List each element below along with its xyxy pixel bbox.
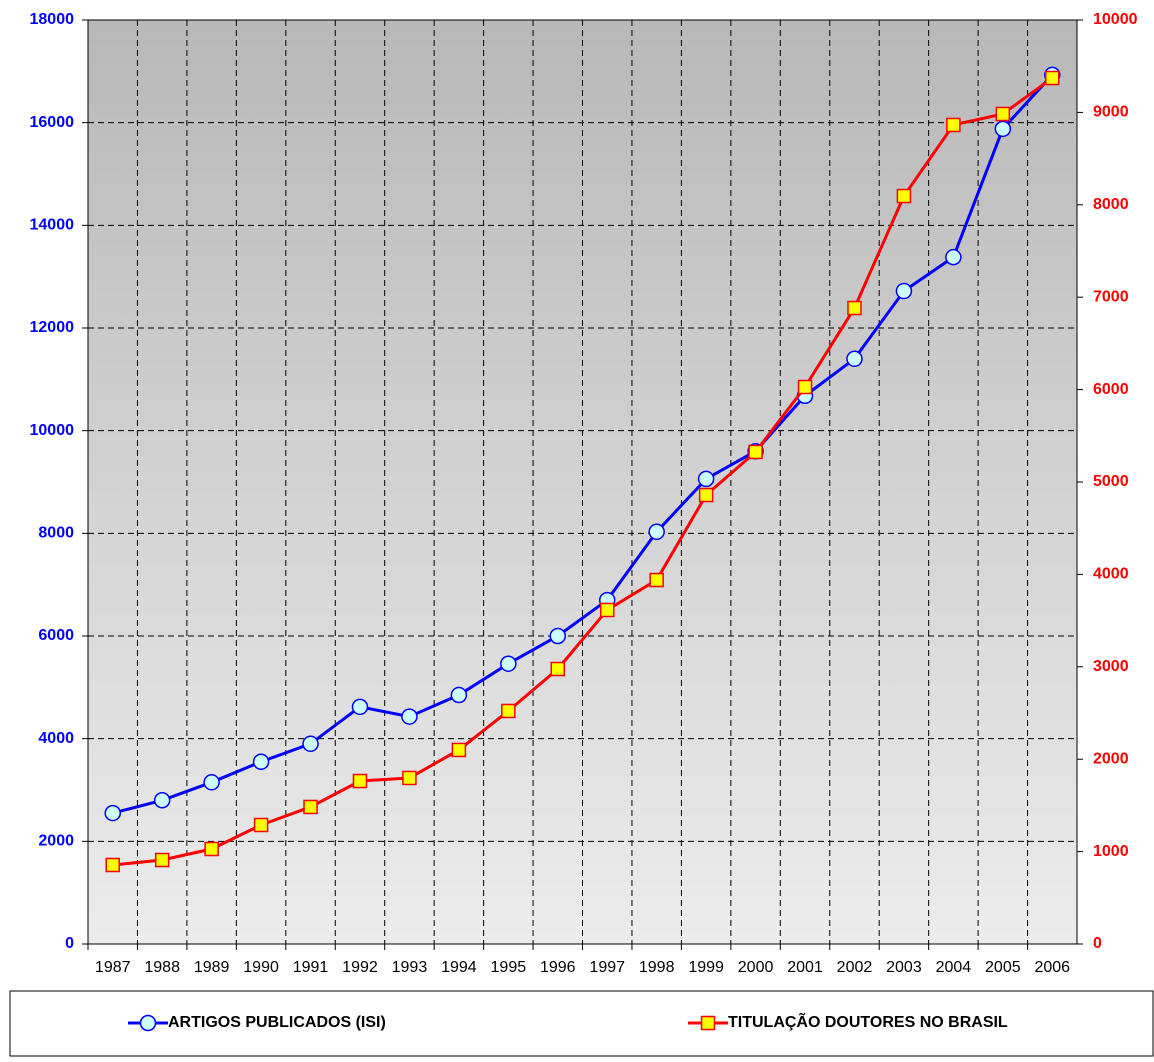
point: [253, 817, 269, 833]
point: [748, 444, 763, 460]
y2-tick-label: 6000: [1093, 381, 1129, 398]
x-tick-label: 1994: [441, 959, 477, 976]
legend-box: [9, 990, 1154, 1057]
point: [204, 841, 219, 857]
point: [1045, 70, 1060, 86]
x-tick-label: 2006: [1034, 959, 1070, 976]
point: [945, 248, 962, 266]
x-tick-label: 1995: [491, 959, 527, 976]
y2-tick-label: 8000: [1093, 196, 1129, 213]
y2-tick-label: 4000: [1093, 566, 1129, 583]
point: [550, 661, 566, 677]
y-tick-label: 12000: [30, 319, 75, 336]
point: [797, 379, 813, 395]
point: [549, 627, 567, 645]
x-tick-label: 1992: [342, 959, 378, 976]
point: [351, 698, 369, 716]
y2-tick-label: 3000: [1093, 658, 1129, 675]
x-tick-label: 1998: [639, 959, 675, 976]
x-tick-label: 2003: [886, 959, 922, 976]
point: [698, 487, 714, 503]
point: [599, 602, 615, 618]
point: [649, 572, 664, 588]
x-tick-label: 2002: [837, 959, 873, 976]
point: [846, 350, 863, 368]
point: [450, 686, 468, 704]
point: [451, 742, 467, 758]
y-tick-label: 2000: [38, 833, 74, 850]
point: [946, 117, 961, 133]
point: [501, 703, 516, 719]
point: [252, 753, 270, 771]
y-tick-label: 8000: [38, 525, 74, 542]
point: [895, 282, 913, 300]
y2-tick-label: 2000: [1093, 750, 1129, 767]
x-tick-label: 1997: [589, 959, 625, 976]
point: [648, 523, 665, 541]
x-tick-label: 2000: [738, 959, 774, 976]
y2-tick-label: 7000: [1093, 288, 1129, 305]
series-line: [112, 76, 1054, 867]
point: [302, 735, 319, 753]
point: [994, 120, 1012, 138]
y2-tick-label: 5000: [1093, 473, 1129, 490]
y-tick-label: 4000: [38, 730, 74, 747]
point: [500, 655, 517, 672]
x-tick-label: 1991: [293, 959, 329, 976]
y-tick-label: 14000: [30, 217, 75, 234]
point: [303, 799, 318, 815]
x-tick-label: 1990: [243, 959, 279, 976]
point: [697, 470, 715, 488]
point: [153, 792, 171, 809]
point: [203, 774, 220, 791]
legend-label: TITULAÇÃO DOUTORES NO BRASIL: [728, 1011, 1008, 1031]
point: [896, 188, 912, 204]
point: [995, 106, 1011, 122]
x-tick-label: 1988: [144, 959, 180, 976]
legend-label: ARTIGOS PUBLICADOS (ISI): [168, 1014, 386, 1031]
y-tick-label: 18000: [30, 11, 75, 28]
x-tick-label: 2004: [936, 959, 972, 976]
x-tick-label: 2005: [985, 959, 1021, 976]
y-tick-label: 16000: [30, 114, 75, 131]
x-tick-label: 1993: [392, 959, 428, 976]
y2-tick-label: 9000: [1093, 104, 1129, 121]
x-tick-label: 2001: [787, 959, 823, 976]
y-tick-label: 10000: [30, 422, 75, 439]
x-tick-label: 1999: [688, 959, 724, 976]
point: [104, 804, 121, 822]
point: [402, 770, 417, 786]
series-line: [112, 73, 1054, 815]
point: [105, 857, 120, 873]
y2-tick-label: 10000: [1093, 11, 1138, 28]
x-tick-label: 1989: [194, 959, 230, 976]
y-tick-label: 6000: [38, 627, 74, 644]
y-tick-label: 0: [65, 935, 74, 952]
x-tick-label: 1996: [540, 959, 576, 976]
point: [352, 773, 368, 789]
y2-tick-label: 1000: [1093, 843, 1129, 860]
point: [700, 1015, 716, 1031]
point: [847, 300, 862, 316]
point: [154, 852, 170, 868]
point: [139, 1014, 157, 1032]
y2-tick-label: 0: [1093, 935, 1102, 952]
point: [401, 708, 418, 725]
x-tick-label: 1987: [95, 959, 131, 976]
